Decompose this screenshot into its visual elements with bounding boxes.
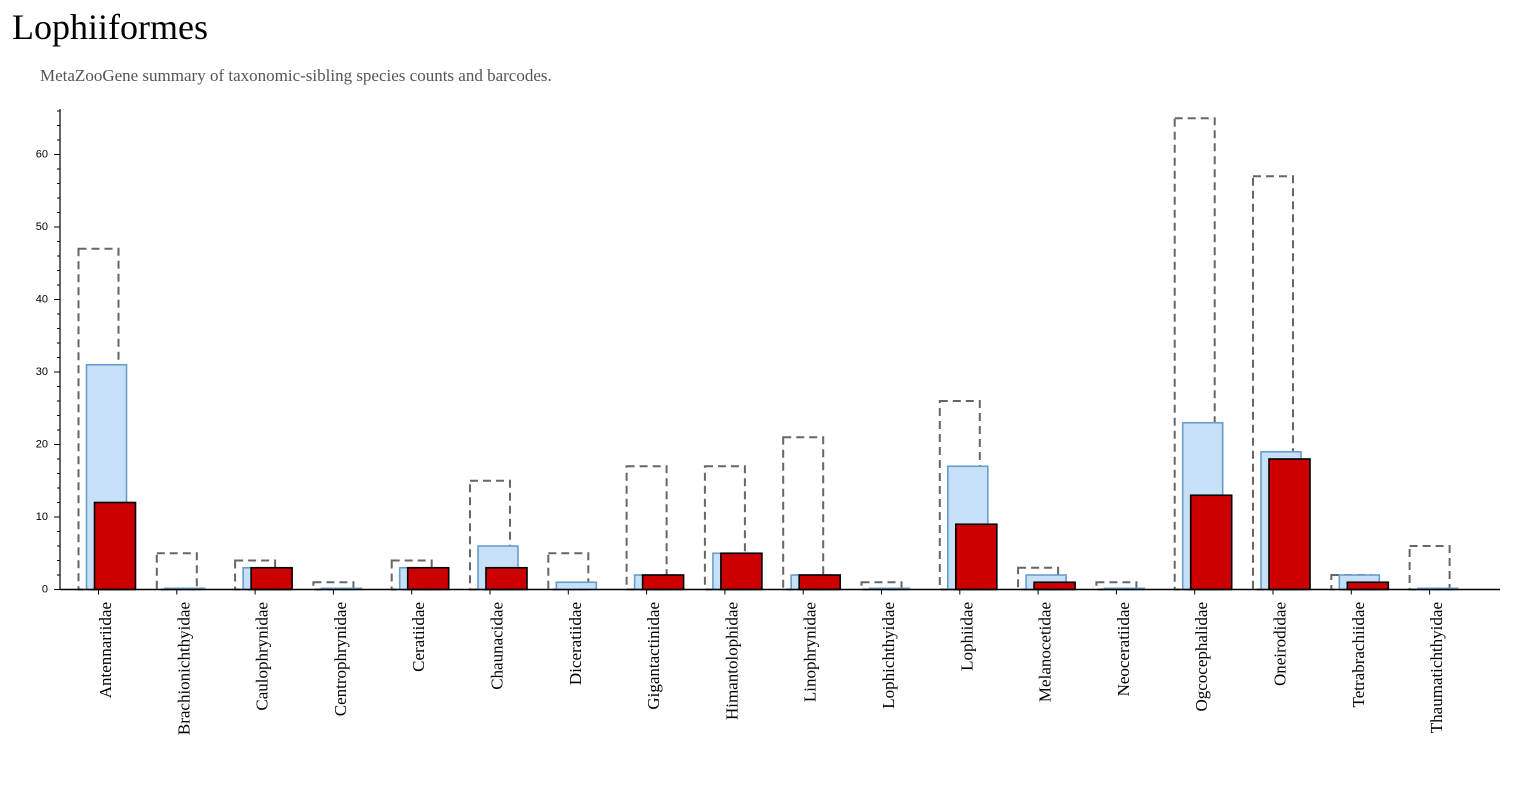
category-label: Himantolophidae [722,602,741,720]
category-label: Lophiidae [957,602,976,671]
y-tick-label: 30 [36,366,48,378]
category-label: Diceratiidae [566,602,585,685]
labels-layer: Antennariidae Brachionichthyidae Caulophry… [96,602,1446,735]
total-bar [1408,545,1451,591]
bar-group-tetrabrachiidae [1330,574,1390,591]
category-label: Thaumatichthyidae [1427,602,1446,733]
total-bar [155,552,198,591]
bar-group-linophrynidae [782,436,842,591]
total-bar [1173,117,1216,591]
category-label: Oneirodidae [1271,602,1290,686]
barcode-bar [93,501,137,591]
category-label: Neoceratiidae [1114,602,1133,696]
category-label: Linophrynidae [801,602,820,702]
bar-group-lophichthyidae [860,581,911,591]
barcode-bar [406,566,450,591]
total-bar [625,465,668,591]
axes-layer: 0 10 20 30 40 50 60 [36,109,1500,596]
bar-group-ceratiidae [390,559,450,591]
bar-group-melanocetidae [1017,566,1076,591]
page-title: Lophiiformes [12,7,208,47]
bar-group-oneirodidae [1252,175,1311,591]
barcode-bar [1033,581,1076,591]
bar-group-centrophrynidae [312,581,363,591]
y-tick-label: 20 [36,439,48,451]
category-label: Gigantactinidae [644,602,663,710]
bar-group-brachionichthyidae [155,552,206,591]
category-label: Melanocetidae [1036,602,1055,702]
bars-layer [77,117,1459,591]
bar-group-thaumatichthyidae [1408,545,1459,591]
barcode-bar [1268,458,1311,591]
category-label: Ceratiidae [409,602,428,672]
species-bar [555,581,598,591]
barcode-bar [641,574,685,591]
bar-group-chaunacidae [469,479,528,591]
bar-group-caulophrynidae [234,559,293,591]
bar-group-neoceratiidae [1095,581,1146,591]
y-tick-label: 60 [36,149,48,161]
category-label: Centrophrynidae [331,602,350,716]
category-label: Ogcocephalidae [1192,602,1211,712]
page-subtitle: MetaZooGene summary of taxonomic-sibling… [40,66,552,85]
category-label: Tetrabrachiidae [1349,602,1368,707]
bar-group-diceratiidae [547,552,598,591]
bar-group-himantolophidae [703,465,763,591]
category-label: Antennariidae [96,602,115,698]
category-label: Lophichthyidae [879,602,898,709]
total-bar [469,479,511,591]
category-label: Caulophrynidae [253,602,272,711]
barcode-bar [1346,581,1390,591]
bar-group-antennariidae [77,247,137,591]
y-tick-label: 0 [42,584,48,596]
bar-group-ogcocephalidae [1173,117,1233,591]
y-tick-label: 10 [36,511,48,523]
y-tick-label: 40 [36,294,48,306]
barcode-bar [1189,494,1233,591]
bar-group-gigantactinidae [625,465,685,591]
category-label: Chaunacidae [488,602,507,690]
barcode-bar [250,566,293,591]
total-bar [782,436,825,591]
barcode-bar [720,552,763,591]
y-tick-label: 50 [36,221,48,233]
category-label: Brachionichthyidae [174,602,193,735]
barcode-bar [485,566,528,591]
bar-group-lophiidae [938,400,998,591]
barcode-bar [798,574,842,591]
barcode-bar [954,523,998,591]
